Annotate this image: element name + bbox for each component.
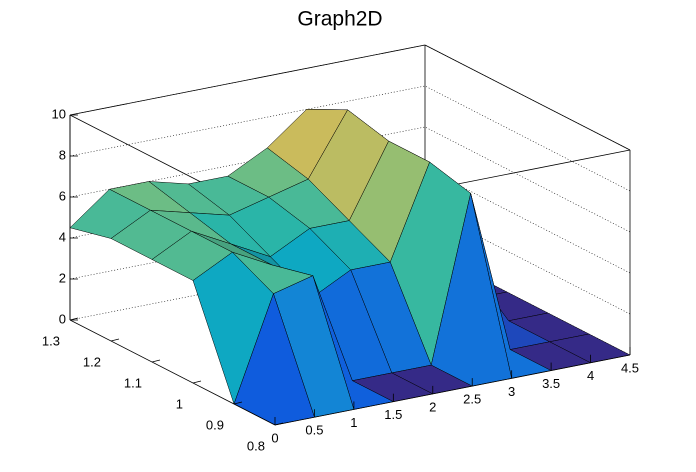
x-axis: [274, 354, 631, 426]
z-tick-label: 4: [59, 229, 66, 244]
y-tick: [110, 338, 120, 342]
z-tick-label: 0: [59, 311, 66, 326]
x-tick-label: 1: [350, 415, 357, 430]
z-tick-label: 2: [59, 270, 66, 285]
x-tick-label: 4.5: [621, 360, 639, 375]
z-tick-label: 10: [52, 106, 66, 121]
x-tick-label: 3.5: [542, 376, 560, 391]
y-tick: [233, 401, 243, 405]
y-tick-label: 1.1: [124, 375, 142, 390]
x-tick-label: 2: [429, 399, 436, 414]
y-tick: [274, 422, 284, 426]
grid-line: [69, 249, 631, 356]
grid-line: [69, 85, 631, 192]
y-tick-label: 1.3: [42, 333, 60, 348]
x-tick-label: 2.5: [463, 392, 481, 407]
x-tick-label: 0.5: [305, 423, 323, 438]
box-edge: [424, 44, 631, 151]
x-tick-label: 3: [508, 384, 515, 399]
x-tick-label: 4: [587, 368, 594, 383]
y-tick: [192, 380, 202, 384]
x-tick-label: 0: [271, 430, 278, 445]
y-tick-label: 0.8: [247, 438, 265, 453]
grid-line: [69, 44, 631, 151]
z-tick-label: 6: [59, 188, 66, 203]
chart-title: Graph2D: [297, 8, 382, 31]
y-axis: [69, 319, 276, 426]
grid-line: [69, 126, 631, 233]
x-tick-label: 1.5: [384, 407, 402, 422]
y-tick: [151, 359, 161, 363]
y-tick-label: 1: [176, 396, 183, 411]
y-tick-label: 0.9: [206, 417, 224, 432]
y-tick: [69, 317, 79, 321]
y-tick-label: 1.2: [83, 354, 101, 369]
z-tick-label: 8: [59, 147, 66, 162]
